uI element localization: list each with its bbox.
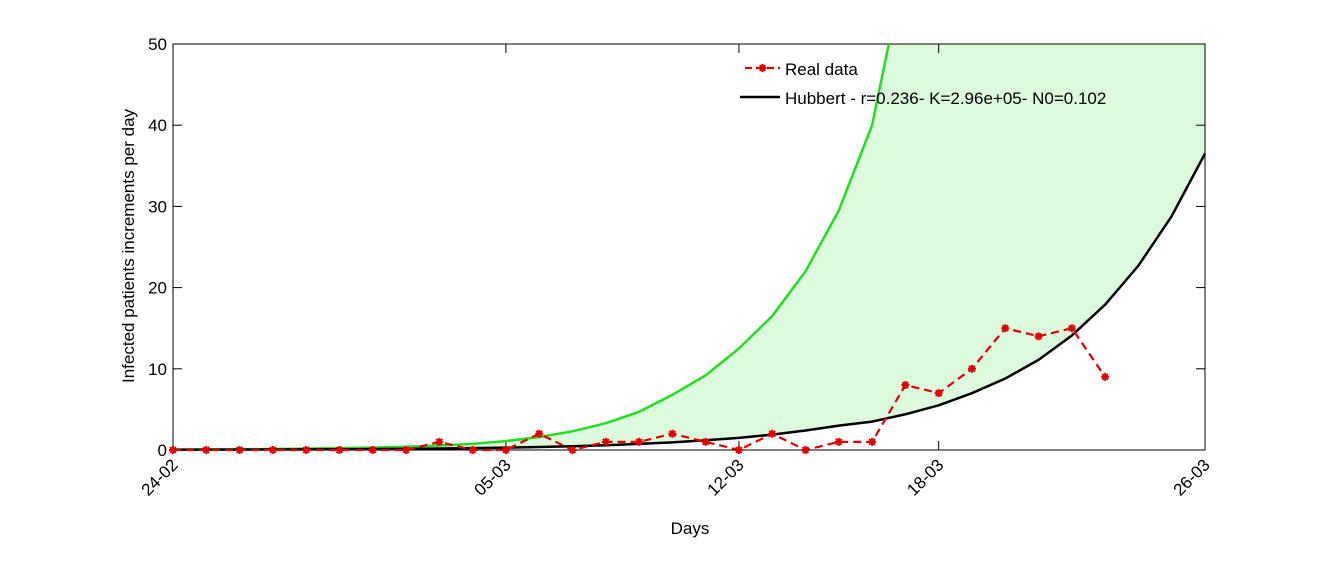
real-data-point xyxy=(801,446,810,454)
real-data-point xyxy=(402,446,411,454)
real-data-point xyxy=(1034,332,1043,341)
real-data-point xyxy=(468,446,477,454)
real-data-point xyxy=(1067,324,1076,333)
real-data-point xyxy=(302,446,311,454)
y-tick-label: 20 xyxy=(148,279,167,298)
real-data-point xyxy=(701,437,710,446)
plot-frame xyxy=(172,43,1206,451)
band-fill xyxy=(173,44,1205,450)
real-data-point xyxy=(901,381,910,390)
y-tick-label: 30 xyxy=(148,197,167,216)
x-tick-label: 26-03 xyxy=(1170,455,1214,499)
series-layer xyxy=(169,43,1207,454)
confidence-band xyxy=(173,44,1205,450)
real-data-point xyxy=(934,389,943,398)
real-data-point xyxy=(635,437,644,446)
x-tick-label: 05-03 xyxy=(471,455,515,499)
legend-label-real-data: Real data xyxy=(785,60,858,79)
real-data-point xyxy=(834,437,843,446)
y-tick-label: 0 xyxy=(158,441,167,460)
x-tick-label: 24-02 xyxy=(138,455,182,499)
y-axis-label: Infected patients increments per day xyxy=(119,108,138,383)
x-tick-label: 18-03 xyxy=(903,455,947,499)
real-data-point xyxy=(967,364,976,373)
real-data-point xyxy=(335,446,344,454)
real-data-point xyxy=(268,446,277,454)
real-data-point xyxy=(734,446,743,454)
real-data-point xyxy=(501,446,510,454)
legend-label-hubbert: Hubbert - r=0.236- K=2.96e+05- N0=0.102 xyxy=(785,89,1106,108)
real-data-point xyxy=(202,446,211,454)
legend-marker-real-data xyxy=(758,64,767,72)
real-data-line xyxy=(173,326,1107,452)
real-data-point xyxy=(235,446,244,454)
real-data-point xyxy=(435,437,444,446)
real-data-point xyxy=(1101,372,1110,381)
real-data-point xyxy=(668,429,677,438)
real-data-point xyxy=(169,446,177,454)
real-data-point xyxy=(601,437,610,446)
real-data-point xyxy=(368,446,377,454)
x-tick-label: 12-03 xyxy=(704,455,748,499)
real-data-point xyxy=(1001,324,1010,333)
legend: Real data Hubbert - r=0.236- K=2.96e+05-… xyxy=(740,60,1106,108)
real-data-point xyxy=(868,437,877,446)
real-data-point xyxy=(535,429,544,438)
y-tick-label: 10 xyxy=(148,360,167,379)
real-data-point xyxy=(768,429,777,438)
y-tick-label: 50 xyxy=(148,35,167,54)
x-axis-label: Days xyxy=(671,519,710,538)
axes xyxy=(172,43,1206,451)
y-tick-label: 40 xyxy=(148,116,167,135)
real-data-point xyxy=(568,446,577,454)
